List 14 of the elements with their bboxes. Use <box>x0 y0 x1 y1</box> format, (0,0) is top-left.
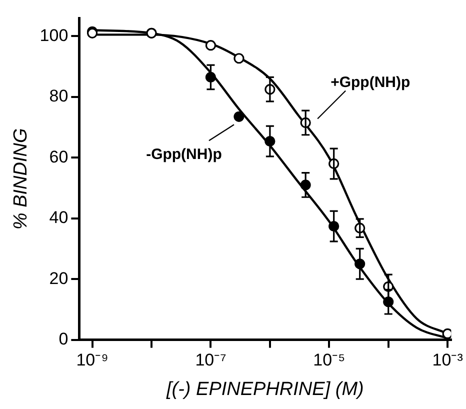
y-tick-label: 20 <box>49 268 68 288</box>
x-tick-label: 10⁻⁹ <box>76 350 108 370</box>
y-tick-label: 0 <box>58 329 68 348</box>
x-tick-label: 10⁻⁷ <box>195 350 226 370</box>
y-tick-label: 80 <box>49 86 68 106</box>
x-axis-title: [(-) EPINEPHRINE] (M) <box>165 378 364 400</box>
legend-label: -Gpp(NH)p <box>146 146 222 163</box>
y-axis-title: % BINDING <box>10 128 32 230</box>
y-tick-label: 60 <box>49 147 68 166</box>
x-tick-label: 10⁻³ <box>432 350 464 370</box>
y-tick-label: 40 <box>49 208 68 228</box>
y-tick-label: 100 <box>40 26 68 45</box>
text: +Gpp(NH)p <box>330 74 410 91</box>
x-tick-label: 10⁻⁵ <box>313 350 346 370</box>
